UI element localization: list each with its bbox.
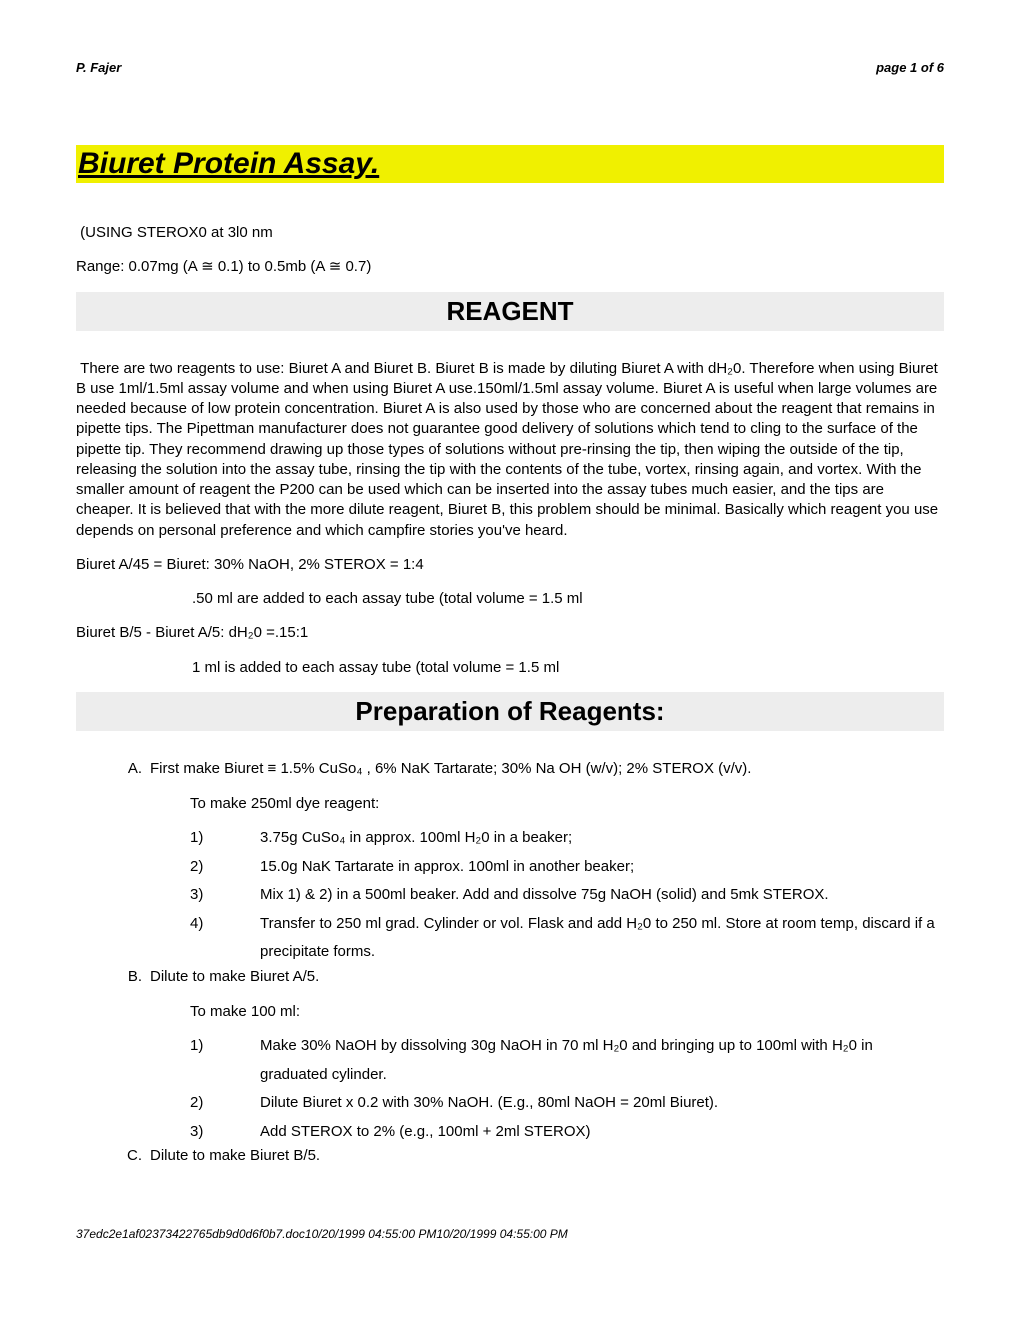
section-heading-preparation: Preparation of Reagents:: [76, 692, 944, 731]
prep-a-step-1: 1)3.75g CuSo₄ in approx. 100ml H₂0 in a …: [190, 824, 944, 853]
page-header: P. Fajer page 1 of 6: [76, 60, 944, 75]
prep-a-step-3: 3)Mix 1) & 2) in a 500ml beaker. Add and…: [190, 881, 944, 910]
prep-a-step-2: 2)15.0g NaK Tartarate in approx. 100ml i…: [190, 853, 944, 882]
header-author: P. Fajer: [76, 60, 121, 75]
prep-item-a: A. First make Biuret ≡ 1.5% CuSo₄ , 6% N…: [76, 759, 944, 779]
prep-a-sub: To make 250ml dye reagent:: [190, 794, 944, 814]
prep-b-text: Dilute to make Biuret A/5.: [150, 967, 944, 987]
intro-line-1: (USING STEROX0 at 3l0 nm: [76, 223, 944, 243]
prep-c-label: C.: [76, 1146, 150, 1166]
biuret-a45-line: Biuret A/45 = Biuret: 30% NaOH, 2% STERO…: [76, 555, 944, 575]
prep-b-step-2: 2)Dilute Biuret x 0.2 with 30% NaOH. (E.…: [190, 1089, 944, 1118]
prep-item-c: C. Dilute to make Biuret B/5.: [76, 1146, 944, 1166]
prep-b-step-1: 1)Make 30% NaOH by dissolving 30g NaOH i…: [190, 1032, 944, 1089]
biuret-a45-sub: .50 ml are added to each assay tube (tot…: [192, 589, 944, 609]
prep-a-label: A.: [76, 759, 150, 779]
document-page: P. Fajer page 1 of 6 Biuret Protein Assa…: [0, 0, 1020, 1281]
page-footer: 37edc2e1af02373422765db9d0d6f0b7.doc10/2…: [76, 1227, 944, 1241]
document-title-bar: Biuret Protein Assay.: [76, 145, 944, 183]
prep-c-text: Dilute to make Biuret B/5.: [150, 1146, 944, 1166]
section-heading-reagent: REAGENT: [76, 292, 944, 331]
prep-a-step-4: 4)Transfer to 250 ml grad. Cylinder or v…: [190, 910, 944, 967]
header-page-number: page 1 of 6: [876, 60, 944, 75]
prep-item-b: B. Dilute to make Biuret A/5.: [76, 967, 944, 987]
prep-b-step-3: 3)Add STEROX to 2% (e.g., 100ml + 2ml ST…: [190, 1118, 944, 1147]
document-title: Biuret Protein Assay.: [78, 147, 379, 180]
biuret-b5-sub: 1 ml is added to each assay tube (total …: [192, 658, 944, 678]
prep-b-sub: To make 100 ml:: [190, 1002, 944, 1022]
reagent-paragraph: There are two reagents to use: Biuret A …: [76, 359, 944, 541]
prep-b-label: B.: [76, 967, 150, 987]
biuret-b5-line: Biuret B/5 - Biuret A/5: dH₂0 =.15:1: [76, 623, 944, 643]
prep-a-text: First make Biuret ≡ 1.5% CuSo₄ , 6% NaK …: [150, 759, 944, 779]
intro-line-2: Range: 0.07mg (A ≅ 0.1) to 0.5mb (A ≅ 0.…: [76, 257, 944, 277]
